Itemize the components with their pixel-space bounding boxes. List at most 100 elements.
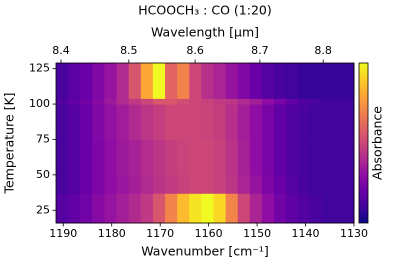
heatmap-cell [92, 98, 105, 105]
heatmap-cell [334, 193, 348, 224]
heatmap-cell [80, 104, 93, 140]
heatmap-cell [104, 98, 118, 105]
x-tick-label: 1180 [98, 227, 126, 240]
heatmap-cell [165, 104, 178, 140]
heatmap-cell [116, 193, 130, 224]
heatmap-cell [346, 98, 355, 105]
heatmap-cell [261, 193, 275, 224]
heatmap-cell [68, 174, 81, 194]
x-tick-label: 1170 [146, 227, 174, 240]
heatmap-cell [152, 63, 166, 99]
heatmap-cell [140, 174, 154, 194]
heatmap-cell [249, 174, 263, 194]
heatmap-cell [56, 193, 69, 224]
heatmap-cell [152, 139, 166, 176]
heatmap-cell [80, 98, 93, 105]
colorbar-label: Absorbance [370, 106, 385, 180]
heatmap-cell [165, 63, 178, 99]
heatmap-cell [116, 139, 130, 176]
heatmap-cell [274, 98, 287, 105]
heatmap-cell [213, 139, 227, 176]
x-tick-label: 1190 [49, 227, 77, 240]
heatmap-cell [213, 104, 227, 140]
heatmap-cell [56, 139, 69, 176]
heatmap-cell [237, 98, 251, 105]
heatmap-cell [177, 104, 190, 140]
heatmap-cell [92, 139, 105, 176]
heatmap-cell [249, 98, 263, 105]
heatmap-cell [310, 139, 324, 176]
heatmap-cell [274, 63, 287, 99]
heatmap-cell [249, 139, 263, 176]
heatmap-cell [334, 174, 348, 194]
heatmap-cell [286, 104, 299, 140]
heatmap-cell [298, 174, 311, 194]
heatmap-cell [201, 193, 214, 224]
colorbar [358, 62, 369, 224]
heatmap-cell [189, 63, 202, 99]
y-tick-label: 50 [36, 168, 50, 181]
x2-tick-label: 8.6 [186, 44, 204, 57]
heatmap-cell [249, 104, 263, 140]
y-tick-label: 75 [36, 132, 50, 145]
x2-axis-label: Wavelength [μm] [151, 25, 259, 40]
heatmap-cell [286, 98, 299, 105]
heatmap-cell [298, 98, 311, 105]
heatmap-cell [189, 193, 202, 224]
heatmap-cell [274, 174, 287, 194]
heatmap-cell [322, 139, 336, 176]
heatmap-cell [261, 104, 275, 140]
heatmap-cell [261, 98, 275, 105]
heatmap-cell [116, 98, 130, 105]
heatmap-cell [92, 174, 105, 194]
heatmap-cell [346, 193, 355, 224]
heatmap-cell [152, 193, 166, 224]
heatmap-cell [322, 104, 336, 140]
heatmap-cell [140, 193, 154, 224]
x2-tick-label: 8.7 [251, 44, 269, 57]
heatmap-cell [334, 63, 348, 99]
heatmap-cell [68, 104, 81, 140]
heatmap-cell [346, 139, 355, 176]
heatmap-cell [140, 98, 154, 105]
heatmap-cell [140, 139, 154, 176]
heatmap-cell [165, 98, 178, 105]
heatmap-cell [104, 63, 118, 99]
heatmap-cell [92, 63, 105, 99]
heatmap-cell [56, 98, 69, 105]
heatmap-cell [310, 63, 324, 99]
heatmap-cell [237, 193, 251, 224]
heatmap-cell [322, 63, 336, 99]
heatmap-cell [201, 174, 214, 194]
heatmap-cell [68, 139, 81, 176]
heatmap-cell [249, 63, 263, 99]
heatmap-cell [80, 193, 93, 224]
heatmap-cell [116, 174, 130, 194]
heatmap-cell [177, 174, 190, 194]
heatmap-cell [165, 139, 178, 176]
heatmap-cell [274, 139, 287, 176]
heatmap-cell [201, 139, 214, 176]
heatmap-cell [298, 63, 311, 99]
heatmap-cell [237, 139, 251, 176]
heatmap-cell [225, 139, 239, 176]
heatmap-cell [189, 139, 202, 176]
heatmap-cell [80, 139, 93, 176]
heatmap-cell [225, 63, 239, 99]
heatmap-cell [310, 104, 324, 140]
heatmap-cell [286, 193, 299, 224]
heatmap-cell [310, 98, 324, 105]
heatmap-cell [322, 98, 336, 105]
y-axis-label: Temperature [K] [2, 92, 17, 194]
heatmap-cell [334, 104, 348, 140]
y-tick-label: 100 [29, 97, 50, 110]
heatmap-cell [298, 193, 311, 224]
x-tick-label: 1130 [340, 227, 368, 240]
heatmap-cell [68, 193, 81, 224]
heatmap-cell [68, 63, 81, 99]
heatmap-cell [128, 98, 142, 105]
x-axis-label: Wavenumber [cm⁻¹] [141, 244, 268, 259]
heatmap-cell [286, 63, 299, 99]
heatmap-cell [286, 174, 299, 194]
